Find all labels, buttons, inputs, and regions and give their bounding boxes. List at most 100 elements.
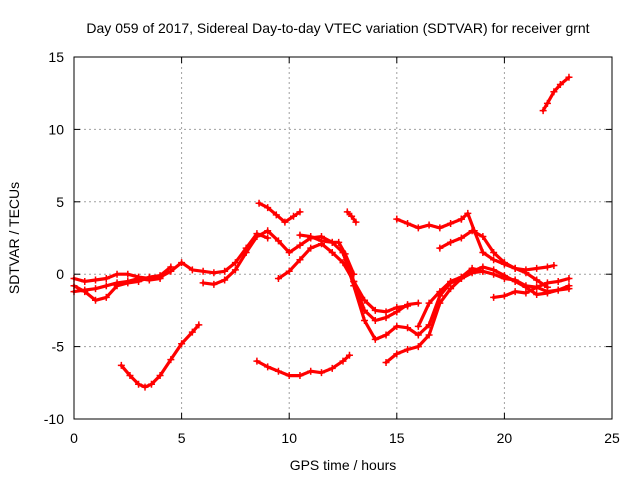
data-point [479,233,487,241]
data-point [328,248,336,256]
x-tick-label: 20 [497,430,513,446]
data-point [490,270,498,278]
data-point [199,279,207,287]
data-point [404,301,412,309]
data-point [231,259,239,267]
data-point [479,248,487,256]
series-track-18 [539,73,573,115]
data-point [335,238,343,246]
data-point [479,267,487,275]
data-point [296,231,304,239]
grid-layer [74,57,612,419]
series-band [341,250,485,341]
data-point [565,275,573,283]
data-point [124,277,132,285]
data-point [117,361,125,369]
data-point [500,275,508,283]
data-point [102,282,110,290]
data-point [414,343,422,351]
data-point [242,248,250,256]
data-point [102,275,110,283]
data-point [253,233,261,241]
data-point [522,282,530,290]
data-point [307,244,315,252]
data-point [141,383,149,391]
data-point [296,256,304,264]
data-point [264,363,272,371]
series-band [384,265,571,365]
x-axis-label: GPS time / hours [290,457,397,473]
data-point [565,73,573,81]
data-point [382,359,390,367]
data-point [328,364,336,372]
x-tick-label: 5 [178,430,186,446]
data-point [447,238,455,246]
data-point [550,88,558,96]
data-point [425,331,433,339]
data-point [447,277,455,285]
series-track-10 [436,227,558,274]
data-point [490,248,498,256]
data-point [511,264,519,272]
data-point [436,224,444,232]
series-track-11 [457,209,551,291]
data-point [210,269,218,277]
data-point [264,227,272,235]
data-point [371,317,379,325]
data-point [167,356,175,364]
data-point [500,260,508,268]
data-point [533,276,541,284]
data-point [81,286,89,294]
data-point [361,317,369,325]
series-track-17 [393,215,465,232]
data-point [199,267,207,275]
tick-layer: 0 5 10 15 20 25 -10 -5 0 5 10 15 [44,49,620,446]
data-point [178,259,186,267]
data-point [436,288,444,296]
data-point [436,299,444,307]
data-point [522,269,530,277]
data-point [447,285,455,293]
x-tick-label: 25 [604,430,620,446]
data-point [414,331,422,339]
series-band [438,229,556,272]
data-point [533,264,541,272]
data-point [348,212,356,220]
data-point [274,237,282,245]
x-tick-label: 15 [389,430,405,446]
data-point [221,276,229,284]
chart-title: Day 059 of 2017, Sidereal Day-to-day VTE… [86,20,589,36]
data-point [414,322,422,330]
data-point [554,277,562,285]
data-point [272,211,280,219]
data-point [490,256,498,264]
data-point [425,221,433,229]
data-point [195,321,203,329]
data-point [511,288,519,296]
series-band [459,211,549,289]
data-point [393,215,401,223]
data-point [457,234,465,242]
data-point [167,263,175,271]
series-track-3 [70,275,164,296]
series-track-1 [70,230,272,285]
y-tick-label: 5 [56,194,64,210]
series-band [119,323,201,389]
data-point [404,220,412,228]
data-point [511,276,519,284]
data-point [307,233,315,241]
data-point [414,299,422,307]
data-point [565,285,573,293]
data-point [92,296,100,304]
data-point [339,248,347,256]
data-point [436,244,444,252]
data-point [188,328,196,336]
data-point [371,306,379,314]
data-point [404,324,412,332]
data-point [457,215,465,223]
data-point [345,351,353,359]
data-point [414,224,422,232]
y-tick-label: 10 [48,121,64,137]
data-point [290,212,298,220]
